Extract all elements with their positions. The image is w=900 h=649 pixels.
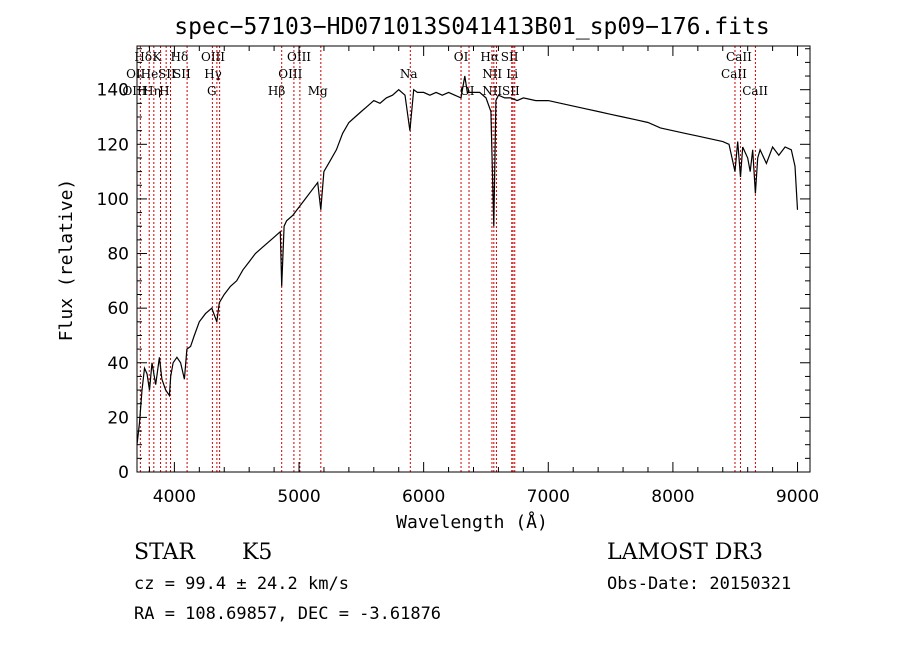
- line-label: SII: [501, 50, 519, 64]
- line-label: K: [152, 50, 162, 64]
- line-label: Li: [506, 67, 518, 81]
- line-label: G: [207, 84, 217, 98]
- chart-title: spec−57103−HD071013S041413B01_sp09−176.f…: [174, 14, 769, 40]
- y-axis-ticks: 0 20 40 60 80 100 120 140: [97, 48, 810, 483]
- line-label: H: [159, 84, 169, 98]
- y-tick-label: 80: [107, 245, 129, 265]
- spectrum-line: [136, 75, 799, 445]
- line-label: Hα: [480, 50, 499, 64]
- emission-line-markers: [139, 46, 756, 472]
- line-label: SII: [158, 67, 176, 81]
- line-label: OII: [126, 67, 146, 81]
- line-label: Hη: [143, 84, 161, 98]
- x-tick-label: 7000: [527, 487, 570, 507]
- redshift-readout: cz = 99.4 ± 24.2 km/s: [134, 574, 349, 594]
- line-label: CaII: [726, 50, 752, 64]
- y-axis-label: Flux (relative): [56, 179, 77, 342]
- line-label: CaII: [742, 84, 768, 98]
- line-label: Hδ: [134, 50, 152, 64]
- y-tick-label: 100: [97, 190, 129, 210]
- line-label: OIII: [201, 50, 225, 64]
- line-label: Hγ: [204, 67, 222, 81]
- survey-name: LAMOST DR3: [607, 540, 763, 565]
- observation-date: Obs-Date: 20150321: [607, 574, 792, 594]
- line-label: OI: [454, 50, 469, 64]
- x-axis-label: Wavelength (Å): [396, 511, 548, 533]
- y-tick-label: 20: [107, 408, 129, 428]
- y-tick-label: 0: [118, 463, 129, 483]
- line-label: NII: [482, 84, 502, 98]
- x-axis-ticks: 4000 5000 6000 7000 8000 9000: [148, 46, 819, 507]
- x-tick-label: 4000: [153, 487, 196, 507]
- line-label: SII: [502, 84, 520, 98]
- y-tick-label: 120: [97, 135, 129, 155]
- x-tick-label: 6000: [402, 487, 445, 507]
- spectral-subclass: K5: [242, 540, 273, 565]
- line-label: OIII: [278, 67, 302, 81]
- line-label: Hδ: [171, 50, 189, 64]
- coordinates-readout: RA = 108.69857, DEC = -3.61876: [134, 604, 442, 624]
- x-tick-label: 9000: [776, 487, 819, 507]
- line-label: CaII: [721, 67, 747, 81]
- x-tick-label: 8000: [651, 487, 694, 507]
- line-label: NII: [482, 67, 502, 81]
- line-label: He: [141, 67, 159, 81]
- y-tick-label: 40: [107, 354, 129, 374]
- x-tick-label: 5000: [277, 487, 320, 507]
- y-tick-label: 60: [107, 299, 129, 319]
- line-label: Hβ: [268, 84, 285, 98]
- y-tick-label: 140: [97, 81, 129, 101]
- line-label: SII: [173, 67, 191, 81]
- line-label: Na: [400, 67, 418, 81]
- line-label: OIII: [287, 50, 311, 64]
- line-label: Mg: [308, 84, 328, 98]
- plot-frame: [136, 45, 811, 473]
- line-label: OIII: [122, 84, 146, 98]
- object-type: STAR: [134, 540, 195, 565]
